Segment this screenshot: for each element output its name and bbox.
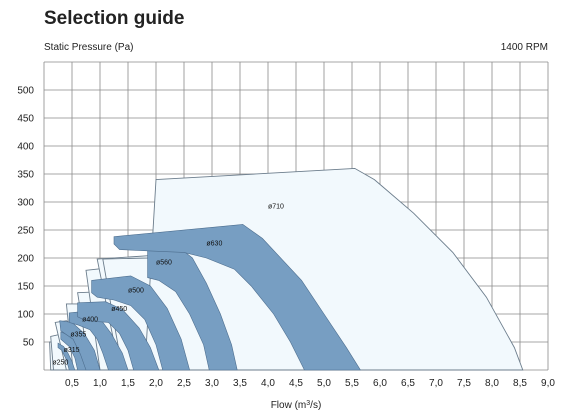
x-tick-label: 6,0 xyxy=(373,378,387,389)
curve-label-ø315: ø315 xyxy=(64,347,80,354)
y-axis-label: Static Pressure (Pa) xyxy=(44,42,134,53)
band-ø250 xyxy=(57,342,76,371)
x-tick-label: 4,0 xyxy=(261,378,275,389)
band-ø500 xyxy=(91,275,190,371)
page-title: Selection guide xyxy=(44,8,185,29)
y-tick-label: 500 xyxy=(17,86,34,97)
y-tick-label: 350 xyxy=(17,170,34,181)
y-tick-label: 200 xyxy=(17,254,34,265)
x-tick-labels: 0,5 1,0 1,5 2,0 2,5 3,0 3,5 4,0 4,5 5,0 5,5 6,0 6,5 7… xyxy=(65,378,555,389)
band-ø355 xyxy=(59,320,101,371)
x-tick-label: 7,5 xyxy=(457,378,471,389)
band-ø630 xyxy=(113,224,361,371)
curve-label-ø500: ø500 xyxy=(128,288,144,295)
x-tick-label: 0,5 xyxy=(65,378,79,389)
chart-bands xyxy=(57,224,361,371)
chart-curve-labels: ø250 ø315 ø355 ø400 ø450 ø500 ø560 ø630 ø710 xyxy=(52,204,284,367)
x-tick-label: 5,0 xyxy=(317,378,331,389)
rpm-label: 1400 RPM xyxy=(500,42,548,53)
band-ø560 xyxy=(147,241,238,371)
y-tick-label: 50 xyxy=(23,338,35,349)
y-tick-labels: 50 100 150 200 250 300 350 400 450 500 xyxy=(17,86,34,349)
x-tick-label: 8,5 xyxy=(513,378,527,389)
y-tick-label: 150 xyxy=(17,282,34,293)
curve-label-ø355: ø355 xyxy=(70,331,86,338)
x-tick-label: 3,5 xyxy=(233,378,247,389)
x-tick-label: 8,0 xyxy=(485,378,499,389)
x-tick-label: 3,0 xyxy=(205,378,219,389)
x-tick-label: 2,5 xyxy=(177,378,191,389)
curve-label-ø450: ø450 xyxy=(111,306,127,313)
x-axis-label-tail: /s) xyxy=(310,400,321,411)
x-tick-label: 1,0 xyxy=(93,378,107,389)
x-tick-label: 1,5 xyxy=(121,378,135,389)
x-axis-label-text: Flow (m xyxy=(271,400,307,411)
y-tick-label: 450 xyxy=(17,114,34,125)
x-tick-label: 5,5 xyxy=(345,378,359,389)
x-tick-label: 4,5 xyxy=(289,378,303,389)
x-axis-label-sup: 3 xyxy=(306,400,310,407)
x-tick-label: 9,0 xyxy=(541,378,555,389)
curve-label-ø560: ø560 xyxy=(156,260,172,267)
x-tick-label: 6,5 xyxy=(401,378,415,389)
curve-label-ø250: ø250 xyxy=(52,359,68,366)
x-tick-label: 2,0 xyxy=(149,378,163,389)
curve-label-ø400: ø400 xyxy=(82,316,98,323)
x-axis-label: Flow (m3/s) xyxy=(271,400,322,412)
x-tick-label: 7,0 xyxy=(429,378,443,389)
y-tick-label: 300 xyxy=(17,198,34,209)
y-tick-label: 250 xyxy=(17,226,34,237)
band-ø450 xyxy=(77,301,160,371)
y-tick-label: 400 xyxy=(17,142,34,153)
curve-label-ø630: ø630 xyxy=(206,241,222,248)
curve-label-ø710: ø710 xyxy=(268,204,284,211)
y-tick-label: 100 xyxy=(17,310,34,321)
